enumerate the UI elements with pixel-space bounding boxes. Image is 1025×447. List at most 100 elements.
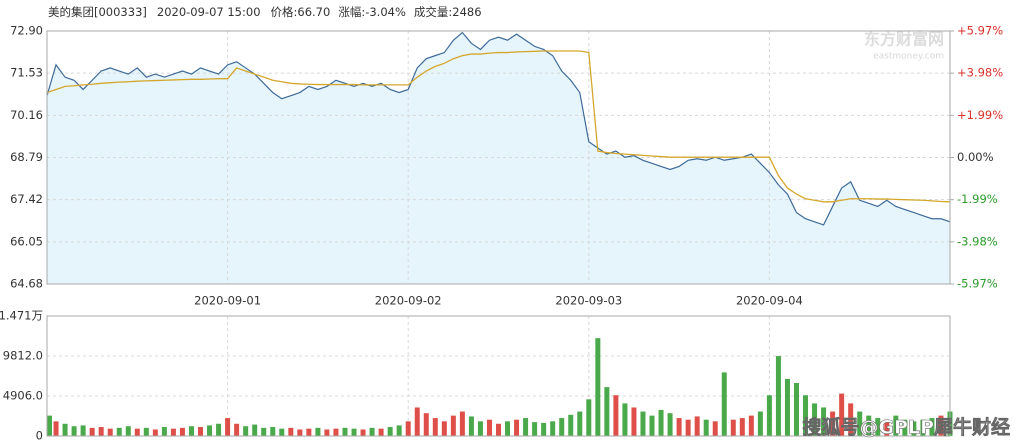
volume-bar: [170, 428, 176, 436]
volume-bar: [161, 427, 167, 436]
volume-bar: [279, 428, 285, 436]
volume-bar: [604, 387, 610, 436]
volume-bar: [179, 427, 185, 436]
volume-bar: [694, 416, 700, 436]
volume-bar: [839, 393, 845, 436]
volume-bar: [784, 378, 790, 436]
y2-tick-label: -3.98%: [957, 234, 998, 248]
volume-bar: [270, 427, 276, 436]
volume-bar: [107, 428, 113, 436]
x-tick-label: 2020-09-03: [555, 294, 622, 308]
header: 美的集团[000333] 2020-09-07 15:00 价格:66.70 涨幅:-…: [48, 5, 482, 19]
volume-bar: [198, 427, 204, 436]
volume-bar: [821, 407, 827, 436]
x-tick-label: 2020-09-02: [375, 294, 442, 308]
volume-bar: [568, 414, 574, 436]
price-value: 66.70: [297, 5, 330, 19]
volume-bar: [477, 421, 483, 436]
volume-panel: 0 4906.0 9812.0 1.471万: [0, 309, 953, 443]
volume-bar: [143, 427, 149, 436]
volume-bar: [423, 413, 429, 436]
volume-bar: [748, 415, 754, 436]
volume-bar: [71, 426, 77, 436]
volume-bar: [812, 403, 818, 436]
volume-bar: [405, 421, 411, 436]
volume-bar: [938, 415, 944, 436]
volume-bar: [315, 427, 321, 436]
y-tick-label: 70.16: [10, 108, 43, 122]
volume-bar: [306, 428, 312, 436]
volume-bar: [89, 427, 95, 436]
volume-bar: [414, 407, 420, 436]
plot-frame: [46, 315, 951, 437]
volume-bar: [757, 411, 763, 436]
y-tick-label: 64.68: [10, 277, 43, 291]
volume-bar: [739, 418, 745, 436]
volume-bar: [830, 411, 836, 436]
volume-bar: [685, 419, 691, 436]
volume-bar: [324, 429, 330, 436]
y-tick-label: 4906.0: [3, 389, 43, 403]
watermark-logo: 东方财富网: [864, 30, 944, 49]
volume-bar: [387, 427, 393, 436]
volume-bar: [486, 419, 492, 436]
volume-bar: [559, 418, 565, 436]
y-tick-label: 67.42: [10, 192, 43, 206]
volume-bar: [667, 413, 673, 436]
volume-bar: [333, 428, 339, 436]
volume-bar: [243, 426, 249, 436]
volume-bar: [622, 403, 628, 436]
volume-bar: [496, 423, 501, 436]
volume-bar: [297, 429, 303, 436]
price-area: [47, 32, 950, 285]
volume-bar: [721, 372, 727, 436]
volume-bar: [902, 419, 908, 436]
volume-value: 2486: [452, 5, 481, 19]
y-tick-label: 9812.0: [3, 349, 43, 363]
change-label: 涨幅:: [338, 5, 365, 19]
y-tick-label: 68.79: [10, 150, 43, 164]
volume-bar: [658, 409, 664, 436]
volume-bar: [468, 416, 474, 436]
volume-bar: [514, 419, 520, 436]
volume-bar: [613, 395, 619, 436]
volume-bar: [80, 425, 86, 436]
volume-bar: [640, 411, 646, 436]
volume-bar: [441, 421, 447, 436]
volume-bar: [875, 418, 881, 436]
volume-bar: [125, 426, 131, 436]
volume-bar: [730, 419, 736, 436]
volume-bar: [378, 428, 384, 436]
volume-bar: [396, 425, 402, 436]
volume-bar: [703, 419, 709, 436]
volume-bar: [459, 411, 465, 436]
volume-bar: [532, 422, 538, 436]
volume-bar: [261, 427, 267, 436]
volume-bar: [342, 427, 348, 436]
volume-bar: [649, 415, 655, 436]
volume-bar: [360, 429, 366, 436]
volume-bar: [884, 419, 890, 436]
volume-bar: [577, 411, 583, 436]
quote-time: 2020-09-07 15:00: [157, 5, 261, 19]
y-tick-label: 71.53: [10, 66, 43, 80]
y-tick-label: 66.05: [10, 234, 43, 248]
volume-bar: [541, 422, 547, 436]
volume-label: 成交量:: [414, 5, 452, 19]
volume-bar: [523, 418, 529, 436]
x-tick-label: 2020-09-01: [194, 294, 261, 308]
volume-bar: [793, 383, 799, 436]
watermark-credit: 搜狐号@GPLP犀牛财经: [802, 416, 1010, 439]
volume-bar: [152, 429, 158, 436]
change-value: -3.04%: [365, 5, 406, 19]
y2-tick-label: +1.99%: [957, 108, 1003, 122]
y2-tick-label: +3.98%: [957, 66, 1003, 80]
volume-bar: [234, 423, 240, 436]
volume-bar: [893, 415, 899, 436]
volume-bar: [207, 425, 213, 436]
stock-name: 美的集团[000333]: [48, 5, 147, 19]
y-tick-label: 0: [36, 429, 43, 443]
volume-bar: [505, 421, 511, 436]
volume-bar: [775, 356, 781, 436]
volume-bar: [225, 418, 231, 436]
